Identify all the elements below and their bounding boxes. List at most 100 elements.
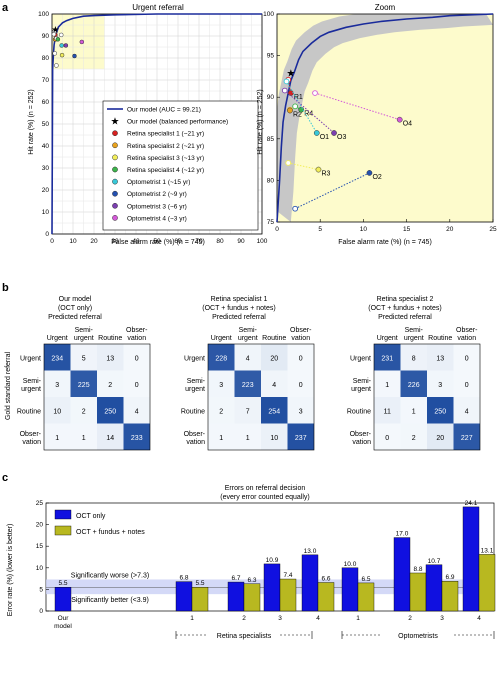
roc-xtick-label: 80 (216, 238, 224, 245)
roc-xlabel: False alarm rate (%) (n = 745) (111, 239, 205, 246)
cm-row-label: Obser- (350, 431, 372, 438)
cm-cell-value: 20 (270, 355, 278, 362)
cm-cell (374, 397, 401, 424)
zoom-expert-label: R1 (294, 94, 303, 101)
roc-ytick-label: 50 (42, 121, 50, 128)
cm-title: Retina specialist 1 (211, 296, 268, 303)
bar-series-1 (441, 580, 459, 612)
roc-xtick-label: 100 (257, 238, 268, 245)
cm-cell-value: 0 (299, 355, 303, 362)
cm-cell-value: 0 (299, 382, 303, 389)
zoom-ytick-label: 75 (267, 219, 275, 226)
zoom-expert-point-oct (312, 90, 318, 96)
roc-xtick-label: 50 (153, 238, 161, 245)
cm-subtitle: (OCT + fundus + notes) (368, 305, 441, 312)
cm-cell-value: 13 (436, 355, 444, 362)
cm-cell (208, 370, 235, 397)
zoom-expert-label: O1 (320, 134, 329, 141)
cm-cell (261, 370, 288, 397)
zoom-ytick-label: 90 (267, 94, 275, 101)
roc-curve (51, 13, 262, 235)
cm-header: Predicted referral (378, 314, 432, 321)
roc-expert-point-oct (51, 31, 57, 37)
bar-value-label: 6.7 (231, 575, 240, 582)
zoom-expert-point (396, 116, 403, 123)
zoom-xtick-label: 15 (403, 226, 411, 233)
bar-series-1 (478, 554, 496, 612)
cm-cell (287, 344, 314, 371)
legend-circle-swatch (112, 215, 118, 221)
bar-series-1 (243, 583, 261, 612)
confusion-matrix-retina-specialist-1: Retina specialist 1 (OCT + fundus + notes… (181, 296, 315, 451)
legend-entry-label: Our model (AUC = 99.21) (127, 107, 201, 114)
cm-cell-value: 1 (385, 382, 389, 389)
bar-category-label: 4 (477, 615, 481, 622)
confusion-matrix-our-model: Our model (OCT only) Predicted referral Urg… (17, 296, 151, 451)
cm-cell-value: 4 (465, 408, 469, 415)
cm-cell-value: 0 (135, 355, 139, 362)
cm-cell-value: 250 (434, 408, 446, 415)
cm-row-label: urgent (185, 386, 205, 393)
cm-cell-value: 4 (272, 382, 276, 389)
cm-col-label: Urgent (377, 335, 398, 342)
legend-entry-label: Optometrist 3 (~6 yr) (127, 203, 187, 210)
bar-value-label: 7.4 (283, 572, 292, 579)
panel-label-a: a (2, 2, 9, 14)
bar-legend-swatch (54, 509, 72, 520)
legend-circle-swatch (112, 142, 118, 149)
cm-col-label: Semi- (405, 327, 424, 334)
bar-ytick-label: 5 (39, 586, 43, 593)
bar-value-label: 5.5 (195, 580, 204, 587)
cm-cell-value: 2 (219, 408, 223, 415)
roc-xtick-label: 10 (69, 238, 77, 245)
cm-col-label: vation (127, 335, 146, 342)
bar-ytick-label: 0 (39, 608, 43, 615)
bar-category-label: 1 (356, 615, 360, 622)
cm-cell (427, 344, 454, 371)
cm-cell (287, 397, 314, 424)
roc-expert-point (63, 43, 69, 48)
bar-value-label: 6.5 (361, 576, 370, 583)
legend-circle-swatch (112, 130, 118, 137)
cm-cell-value: 234 (51, 355, 63, 362)
zoom-expert-connector (284, 90, 335, 134)
bar-series-1 (357, 582, 375, 612)
cm-col-label: Urgent (211, 335, 232, 342)
cm-cell (427, 397, 454, 424)
cm-cell (400, 344, 427, 371)
cm-cell (44, 370, 71, 397)
confusion-matrix-retina-specialist-2: Retina specialist 2 (OCT + fundus + notes… (347, 296, 481, 451)
cm-cell (123, 397, 150, 424)
legend-entry-label: Optometrist 4 (~3 yr) (127, 215, 187, 222)
roc-expert-point (55, 37, 61, 42)
cm-col-label: urgent (238, 335, 258, 342)
cm-cell-value: 2 (412, 435, 416, 442)
legend-entry-label: Our model (balanced performance) (127, 119, 228, 126)
bar-ytick-label: 15 (36, 543, 44, 550)
band-lower-label: Significantly better (<3.9) (71, 597, 149, 604)
bar-title: Errors on referral decision (225, 485, 306, 492)
cm-cell-value: 20 (436, 435, 444, 442)
cm-cell-value: 0 (135, 382, 139, 389)
bar-category-label: 2 (408, 615, 412, 622)
cm-cell-value: 3 (219, 382, 223, 389)
cm-cell-value: 14 (106, 435, 114, 442)
cm-cell-value: 2 (82, 408, 86, 415)
cm-row-label: Semi- (353, 378, 372, 385)
cm-cell (374, 344, 401, 371)
roc-expert-point-oct (58, 32, 64, 38)
cm-cell (453, 344, 480, 371)
cm-header: Predicted referral (48, 314, 102, 321)
roc-ytick-label: 0 (45, 231, 49, 238)
bar-ytick-label: 10 (36, 565, 44, 572)
roc-expert-point-oct (54, 63, 59, 68)
cm-row-label: vation (352, 439, 371, 446)
zoom-expert-point (287, 107, 293, 114)
bar-series-0 (341, 567, 359, 612)
cm-cell (97, 397, 124, 424)
zoom-expert-label: O2 (372, 174, 381, 181)
cm-cell (97, 370, 124, 397)
cm-cell (70, 423, 97, 450)
bar-plot-area: Significantly worse (>7.3) Significantly … (36, 500, 496, 640)
roc-ytick-label: 70 (42, 77, 50, 84)
